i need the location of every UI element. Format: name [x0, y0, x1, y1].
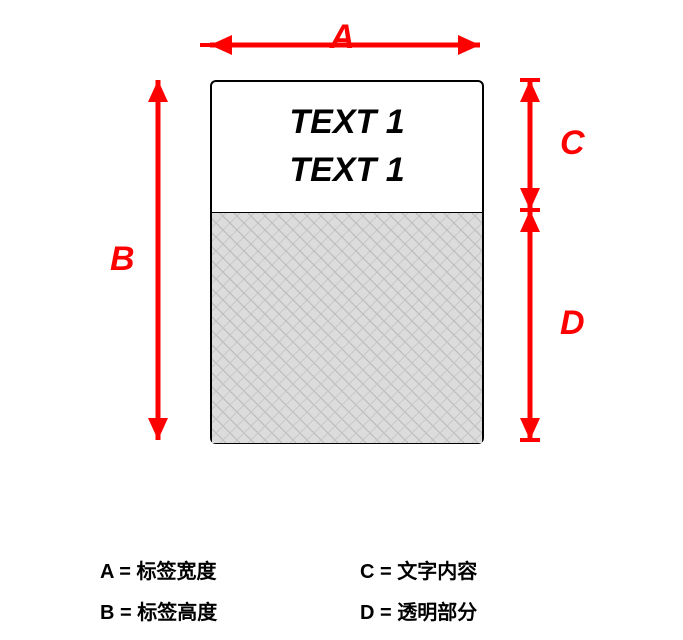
diagram-area: TEXT 1 TEXT 1 A B C D	[0, 0, 683, 500]
label-rectangle: TEXT 1 TEXT 1	[210, 80, 484, 444]
dimension-letter-B: B	[110, 240, 135, 279]
legend-row-2: B = 标签高度 D = 透明部分	[100, 596, 600, 625]
legend-item-C: C = 文字内容	[360, 555, 600, 584]
sample-text-line-1: TEXT 1	[212, 98, 482, 146]
transparent-zone	[212, 212, 482, 443]
legend-row-1: A = 标签宽度 C = 文字内容	[100, 555, 600, 584]
legend: A = 标签宽度 C = 文字内容 B = 标签高度 D = 透明部分	[100, 555, 600, 637]
dimension-letter-A: A	[330, 18, 355, 57]
legend-item-D: D = 透明部分	[360, 596, 600, 625]
sample-text-line-2: TEXT 1	[212, 146, 482, 194]
dimension-letter-C: C	[560, 124, 585, 163]
text-zone: TEXT 1 TEXT 1	[212, 82, 482, 228]
legend-item-B: B = 标签高度	[100, 596, 360, 625]
legend-item-A: A = 标签宽度	[100, 555, 360, 584]
dimension-letter-D: D	[560, 304, 585, 343]
